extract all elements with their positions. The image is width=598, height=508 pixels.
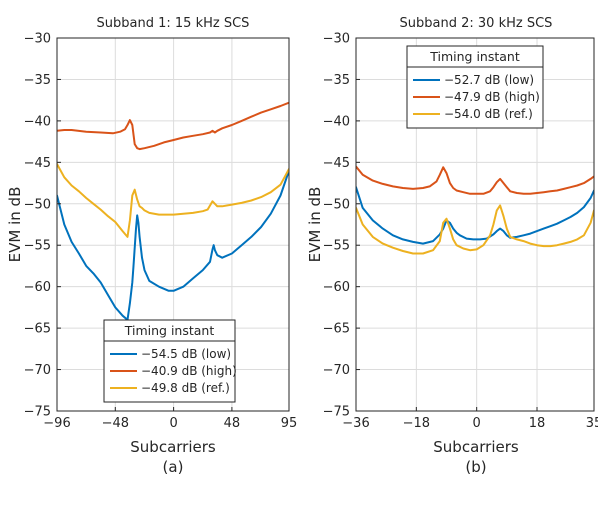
legend-title-a: Timing instant bbox=[124, 323, 215, 338]
legend-entry-b-1: −47.9 dB (high) bbox=[444, 90, 540, 104]
y-tick-label: −30 bbox=[24, 32, 51, 47]
x-tick-label: 0 bbox=[169, 416, 177, 431]
y-tick-label: −50 bbox=[24, 197, 51, 212]
y-tick-label: −70 bbox=[323, 363, 350, 378]
y-tick-label: −45 bbox=[323, 156, 350, 171]
y-tick-label: −75 bbox=[323, 405, 350, 420]
series-group-a bbox=[57, 101, 289, 321]
y-tick-label: −65 bbox=[323, 322, 350, 337]
series-line-a-2 bbox=[57, 163, 289, 238]
y-tick-label: −60 bbox=[24, 280, 51, 295]
ticks-b: −36 −18 0 18 35 −75 −70 −65 −60 −55 −50 −45 −40 −35 −3… bbox=[323, 32, 598, 432]
chart-title-b: Subband 2: 30 kHz SCS bbox=[400, 16, 553, 31]
x-axis-label-b: Subcarriers bbox=[433, 438, 519, 456]
plot-frame-b bbox=[355, 37, 595, 412]
chart-title-a: Subband 1: 15 kHz SCS bbox=[97, 16, 250, 31]
x-tick-label: −96 bbox=[43, 416, 70, 431]
chart-panel-b: Subband 2: 30 kHz SCS −36−1801835−75−70−… bbox=[306, 16, 598, 476]
series-group-b bbox=[356, 165, 594, 255]
series-line-a-0 bbox=[57, 169, 289, 321]
series-line-b-2 bbox=[356, 204, 594, 255]
plot-frame-a bbox=[56, 37, 290, 412]
chart-panel-a: Subband 1: 15 kHz SCS −96 −48 0 48 95−75−70−… bbox=[6, 16, 297, 476]
y-tick-label: −70 bbox=[24, 363, 51, 378]
legend-entry-b-0: −52.7 dB (low) bbox=[444, 73, 534, 87]
y-tick-label: −35 bbox=[24, 73, 51, 88]
panel-label-a: (a) bbox=[163, 458, 184, 476]
y-tick-label: −35 bbox=[323, 73, 350, 88]
legend-b: Timing instant −52.7 dB (low) −47.9 dB (… bbox=[406, 45, 544, 129]
x-tick-label: 0 bbox=[473, 416, 481, 431]
x-tick-label: 48 bbox=[224, 416, 241, 431]
series-line-b-0 bbox=[356, 186, 594, 245]
x-tick-label: 35 bbox=[586, 416, 598, 431]
y-axis-label-b: EVM in dB bbox=[306, 187, 324, 263]
panel-label-b: (b) bbox=[465, 458, 486, 476]
series-line-a-1 bbox=[57, 101, 289, 151]
y-tick-label: −55 bbox=[24, 239, 51, 254]
y-tick-label: −30 bbox=[323, 32, 350, 47]
legend-entry-b-2: −54.0 dB (ref.) bbox=[444, 107, 533, 121]
legend-title-b: Timing instant bbox=[429, 49, 520, 64]
y-tick-label: −55 bbox=[323, 239, 350, 254]
y-tick-label: −50 bbox=[323, 197, 350, 212]
legend-entry-a-2: −49.8 dB (ref.) bbox=[141, 381, 230, 395]
y-tick-label: −45 bbox=[24, 156, 51, 171]
legend-entry-a-0: −54.5 dB (low) bbox=[141, 347, 231, 361]
x-axis-label-a: Subcarriers bbox=[130, 438, 216, 456]
y-tick-label: −40 bbox=[24, 114, 51, 129]
y-tick-label: −60 bbox=[323, 280, 350, 295]
x-tick-label: −18 bbox=[403, 416, 430, 431]
x-tick-label: −36 bbox=[342, 416, 369, 431]
x-tick-label: −48 bbox=[102, 416, 129, 431]
y-tick-label: −75 bbox=[24, 405, 51, 420]
legend-entry-a-1: −40.9 dB (high) bbox=[141, 364, 237, 378]
y-tick-label: −65 bbox=[24, 322, 51, 337]
series-line-b-1 bbox=[356, 165, 594, 195]
y-tick-label: −40 bbox=[323, 114, 350, 129]
ticks-a: −96 −48 0 48 95 −75 −70 −65 −60 −55 −50 −45 −40 −35 −3… bbox=[24, 32, 298, 432]
x-tick-label: 18 bbox=[529, 416, 546, 431]
x-tick-label: 95 bbox=[281, 416, 298, 431]
y-axis-label-a: EVM in dB bbox=[6, 187, 24, 263]
legend-a: Timing instant −54.5 dB (low) −40.9 dB (… bbox=[103, 319, 237, 403]
